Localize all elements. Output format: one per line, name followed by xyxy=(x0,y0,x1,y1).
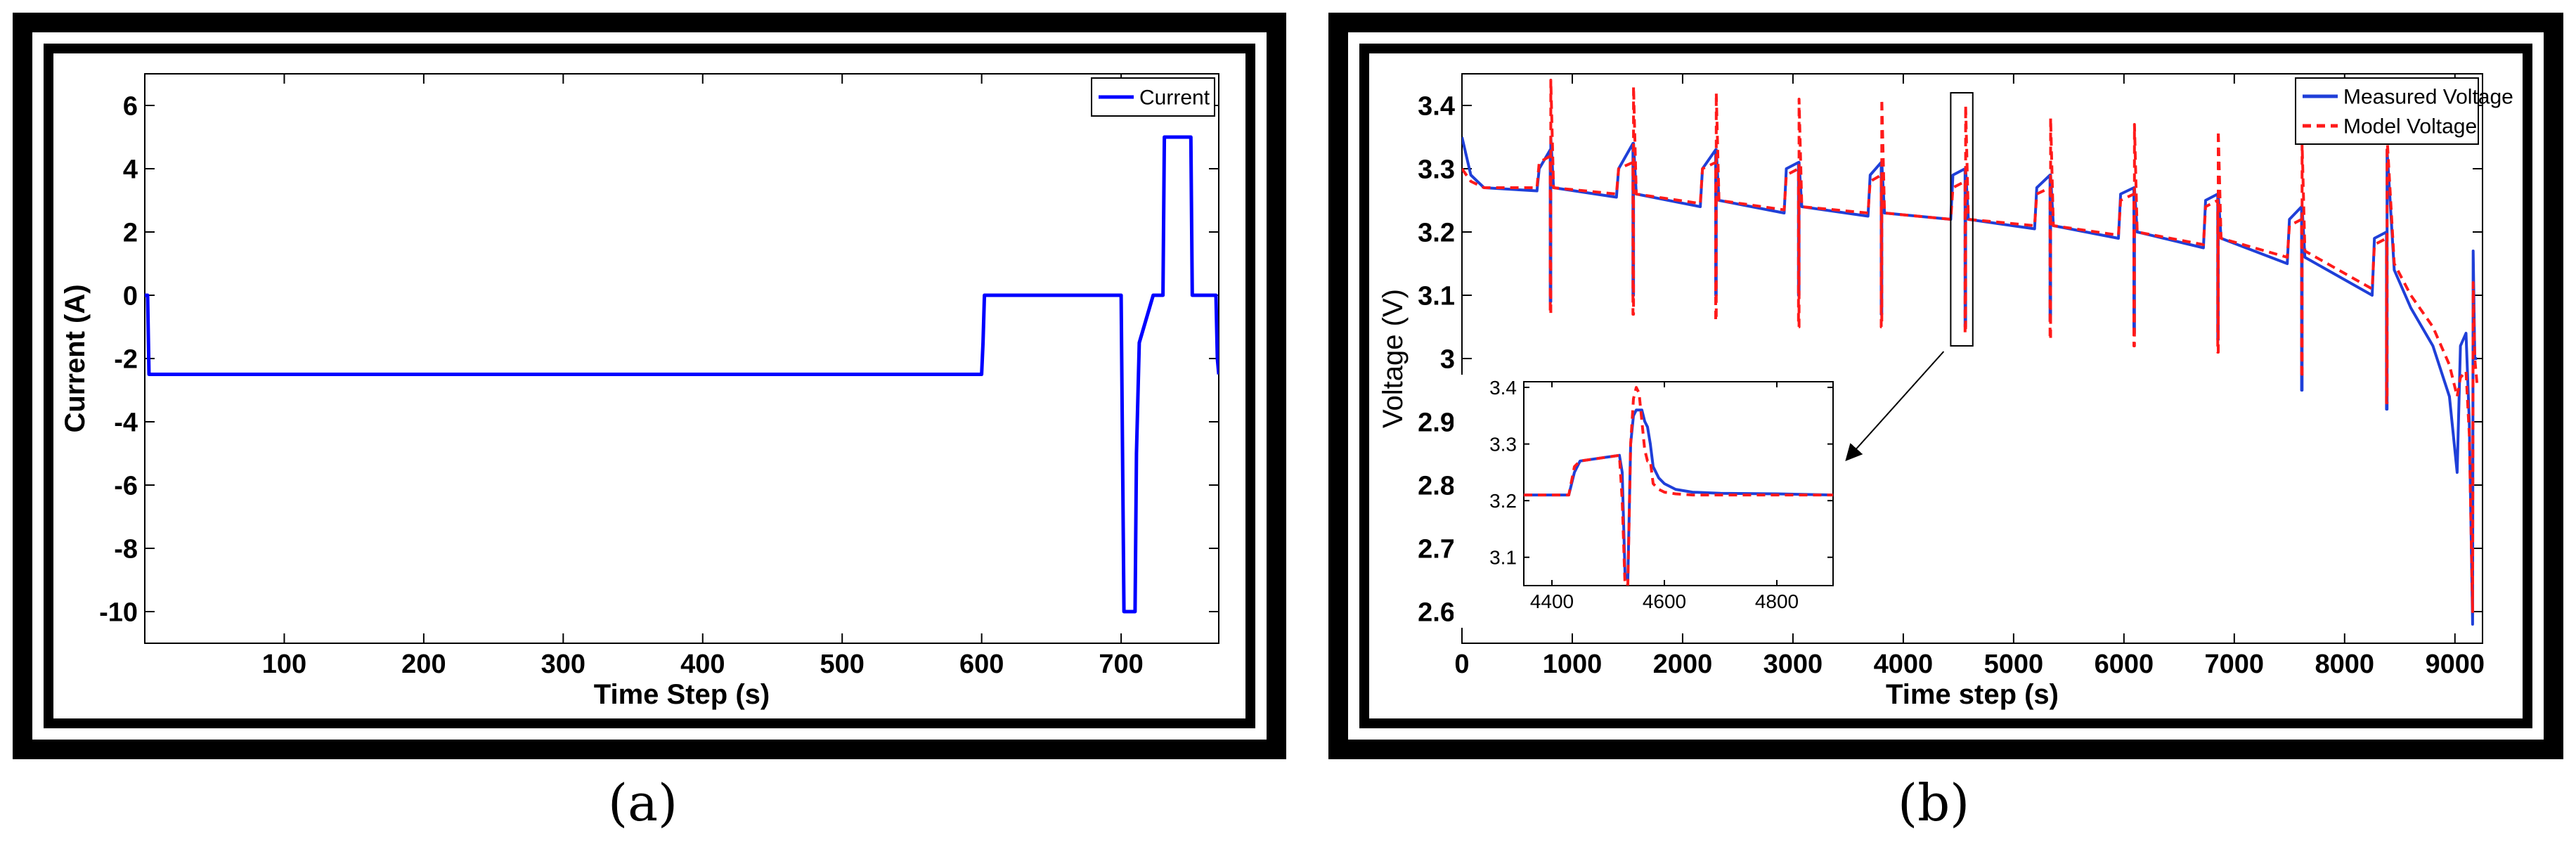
chart-b-inset-x-tick-label: 4800 xyxy=(1755,591,1799,612)
chart-b-inset-y-tick-label: 3.2 xyxy=(1489,490,1517,512)
chart-a-y-tick-label: -2 xyxy=(114,344,138,374)
chart-a-x-tick-label: 300 xyxy=(541,650,585,679)
chart-a-x-tick-label: 700 xyxy=(1099,650,1143,679)
chart-a-legend: Current xyxy=(1091,77,1215,117)
chart-b-y-axis-label: Voltage (V) xyxy=(1378,289,1409,428)
chart-b-x-tick-label: 7000 xyxy=(2205,650,2265,679)
chart-b-legend-label: Model Voltage xyxy=(2343,115,2477,138)
chart-b-inset-series-line xyxy=(1524,386,1833,586)
chart-b-inset-x-tick-label: 4400 xyxy=(1530,591,1574,612)
chart-b-series-line xyxy=(1462,136,2478,626)
chart-b-x-tick-label: 4000 xyxy=(1874,650,1934,679)
chart-b-y-tick-label: 3.3 xyxy=(1418,155,1455,184)
chart-a-y-axis-label: Current (A) xyxy=(60,284,91,432)
chart-b-x-tick-label: 1000 xyxy=(1543,650,1603,679)
chart-b-zoom-arrow xyxy=(1845,351,1945,461)
chart-b-y-tick-label: 2.6 xyxy=(1418,598,1455,627)
chart-a-x-tick-label: 500 xyxy=(820,650,865,679)
chart-b-inset-plot-area xyxy=(1523,381,1834,586)
chart-b-x-tick-label: 8000 xyxy=(2315,650,2375,679)
chart-b-x-tick-label: 5000 xyxy=(1984,650,2044,679)
chart-b-x-axis-label: Time step (s) xyxy=(1886,679,2059,710)
chart-b-y-tick-label: 3 xyxy=(1440,344,1455,374)
chart-b-y-tick-label: 3.4 xyxy=(1418,91,1455,121)
chart-b-y-tick-label: 2.9 xyxy=(1418,408,1455,437)
chart-b-x-tick-label: 9000 xyxy=(2425,650,2485,679)
chart-a-y-tick-label: -4 xyxy=(114,408,138,437)
caption-a: (a) xyxy=(608,773,678,832)
chart-b-y-tick-label: 2.7 xyxy=(1418,534,1455,564)
chart-b-inset-x-tick-label: 4600 xyxy=(1643,591,1686,612)
chart-b-y-tick-label: 3.1 xyxy=(1418,281,1455,311)
chart-a-y-tick-label: 6 xyxy=(123,91,138,121)
chart-a-x-axis-label: Time Step (s) xyxy=(594,679,770,710)
chart-b-inset-y-tick-label: 3.4 xyxy=(1489,377,1517,399)
chart-a-x-tick-label: 200 xyxy=(401,650,446,679)
chart-b-legend-label: Measured Voltage xyxy=(2343,86,2513,109)
chart-b-x-tick-label: 3000 xyxy=(1763,650,1823,679)
chart-b-x-tick-label: 2000 xyxy=(1653,650,1713,679)
chart-b-legend-box xyxy=(2295,77,2479,145)
chart-b-inset-series-line xyxy=(1524,408,1833,581)
chart-a-plot-area xyxy=(144,73,1219,644)
chart-a-series-line xyxy=(145,135,1219,614)
chart-b-zoom-box xyxy=(1950,92,1974,347)
chart-a-y-tick-label: -6 xyxy=(114,471,138,501)
chart-b-y-tick-label: 2.8 xyxy=(1418,471,1455,501)
chart-a-y-tick-label: 4 xyxy=(123,155,138,184)
chart-a-x-tick-label: 600 xyxy=(959,650,1004,679)
chart-b-y-tick-label: 3.2 xyxy=(1418,218,1455,247)
caption-b: (b) xyxy=(1898,773,1970,832)
chart-b-inset-axes: 4400 4600 4800 3.1 3.2 3.3 3.4 xyxy=(1489,377,1834,612)
chart-b-inset-y-tick-label: 3.1 xyxy=(1489,547,1517,569)
chart-b-series-line xyxy=(1462,79,2479,613)
chart-b-inset-y-tick-label: 3.3 xyxy=(1489,433,1517,455)
chart-a-x-tick-label: 100 xyxy=(262,650,306,679)
chart-a-y-tick-label: -10 xyxy=(99,598,138,627)
chart-a-x-tick-label: 400 xyxy=(680,650,725,679)
chart-a-y-tick-label: 0 xyxy=(123,281,138,311)
chart-a-axes: 100 200 300 400 500 600 700 -10 -8 -6 -4 -2 0 2 4 6 Curr… xyxy=(60,73,1219,710)
chart-b-x-tick-label: 6000 xyxy=(2095,650,2154,679)
chart-a-y-tick-label: 2 xyxy=(123,218,138,247)
chart-a-y-tick-label: -8 xyxy=(114,534,138,564)
chart-a-legend-label: Current xyxy=(1139,86,1210,110)
chart-b-legend: Measured Voltage Model Voltage xyxy=(2295,77,2513,145)
chart-b-x-tick-label: 0 xyxy=(1454,650,1469,679)
